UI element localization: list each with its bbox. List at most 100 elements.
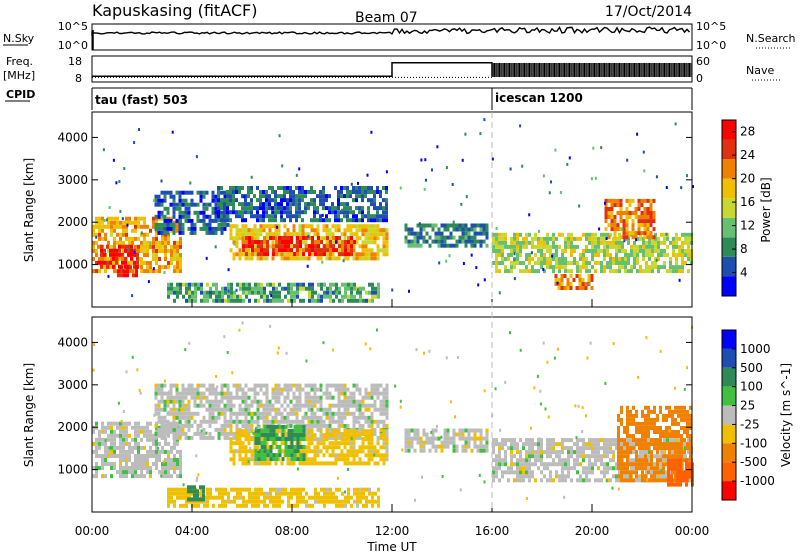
data-cell [229, 449, 233, 454]
scatter-cell [592, 146, 595, 150]
data-cell [121, 256, 124, 261]
data-cell [361, 399, 365, 404]
data-cell [341, 503, 344, 508]
data-cell [173, 466, 176, 470]
scatter-cell [483, 278, 486, 282]
data-cell [470, 223, 474, 228]
data-cell [582, 253, 585, 257]
data-cell [149, 261, 152, 265]
data-cell [513, 240, 516, 245]
data-cell [376, 214, 379, 219]
data-cell [226, 206, 229, 211]
data-cell [172, 222, 176, 227]
data-cell [205, 407, 209, 412]
data-cell [377, 286, 380, 291]
data-cell [107, 449, 110, 454]
data-cell [645, 240, 648, 245]
data-cell [355, 218, 358, 223]
data-cell [504, 442, 507, 447]
data-cell [221, 495, 224, 500]
data-cell [128, 433, 131, 438]
data-cell [173, 503, 176, 508]
data-cell [133, 264, 136, 269]
data-cell [290, 445, 294, 449]
data-cell [308, 298, 311, 303]
data-cell [265, 383, 269, 388]
data-cell [170, 491, 173, 496]
data-cell [143, 466, 146, 470]
data-cell [358, 190, 361, 194]
data-cell [385, 407, 389, 412]
data-cell [146, 425, 149, 430]
data-cell [310, 411, 314, 416]
data-cell [367, 453, 371, 458]
data-cell [112, 256, 115, 261]
data-cell [543, 462, 546, 467]
data-cell [513, 236, 516, 241]
data-cell [376, 383, 380, 388]
data-cell [567, 454, 570, 459]
data-cell [313, 206, 316, 211]
data-cell [560, 278, 564, 282]
data-cell [179, 433, 182, 438]
data-cell [531, 438, 534, 443]
data-cell [211, 198, 215, 203]
data-cell [187, 202, 191, 207]
data-cell [298, 449, 302, 454]
data-cell [206, 294, 209, 299]
data-cell [373, 407, 377, 412]
data-cell [440, 223, 444, 228]
data-cell [681, 253, 684, 257]
data-cell [103, 260, 106, 265]
data-cell [302, 445, 306, 449]
data-cell [295, 419, 299, 424]
data-cell [622, 219, 626, 224]
data-cell [263, 453, 267, 458]
data-cell [355, 240, 359, 245]
data-cell [179, 257, 182, 261]
data-cell [606, 470, 609, 475]
data-cell [625, 227, 629, 232]
data-cell [214, 407, 218, 412]
data-cell [479, 432, 483, 437]
data-cell [247, 395, 251, 400]
data-cell [603, 232, 606, 237]
data-cell [379, 399, 383, 404]
data-cell [235, 449, 239, 454]
scatter-cell [121, 217, 124, 221]
data-cell [370, 441, 374, 446]
data-cell [367, 415, 371, 420]
data-cell [190, 435, 194, 440]
data-cell [206, 499, 209, 504]
data-cell [170, 449, 173, 454]
data-cell [376, 407, 380, 412]
data-cell [522, 474, 525, 479]
data-cell [227, 491, 230, 496]
data-cell [259, 387, 263, 392]
data-cell [359, 294, 362, 299]
data-cell [376, 395, 380, 400]
data-cell [585, 249, 588, 253]
data-cell [325, 198, 328, 203]
data-cell [194, 282, 197, 287]
power-panel-frame [91, 111, 693, 308]
data-cell [616, 223, 620, 228]
scatter-cell [295, 173, 298, 177]
data-cell [293, 298, 296, 303]
data-cell [160, 202, 164, 207]
data-cell [567, 470, 570, 475]
data-cell [163, 218, 167, 223]
data-cell [637, 227, 641, 232]
data-cell [244, 449, 248, 454]
data-cell [376, 252, 380, 257]
data-cell [564, 446, 567, 451]
data-cell [379, 383, 383, 388]
data-cell [325, 214, 328, 219]
data-cell [184, 210, 188, 215]
data-cell [651, 253, 654, 257]
data-cell [281, 424, 285, 429]
data-cell [313, 210, 316, 215]
data-cell [175, 218, 179, 223]
noise-left-tick-top: 10^5 [58, 20, 88, 33]
data-cell [519, 244, 522, 249]
